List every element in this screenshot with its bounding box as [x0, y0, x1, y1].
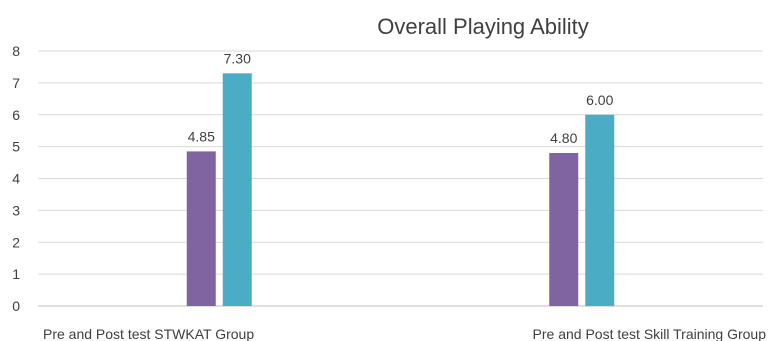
bar	[222, 73, 252, 306]
bar	[549, 153, 579, 306]
category-label: Pre and Post test STWKAT Group	[43, 326, 254, 341]
y-axis-ticks: 0 1 2 3 4 5 6 7 8	[12, 43, 20, 314]
data-label: 6.00	[586, 92, 613, 108]
gridlines	[38, 50, 763, 307]
y-tick-label: 0	[12, 298, 20, 314]
bar	[585, 114, 615, 306]
y-tick-label: 2	[12, 234, 20, 250]
chart-title: Overall Playing Ability	[377, 14, 589, 39]
bars	[186, 73, 615, 306]
x-axis-categories: Pre and Post test STWKAT Group Pre and Po…	[43, 326, 766, 341]
y-tick-label: 3	[12, 202, 20, 218]
y-tick-label: 8	[12, 43, 20, 59]
category-label: Pre and Post test Skill Training Group	[533, 326, 767, 341]
y-tick-label: 5	[12, 139, 20, 155]
data-label: 7.30	[224, 50, 251, 66]
y-tick-label: 1	[12, 266, 20, 282]
data-label: 4.85	[188, 128, 215, 144]
y-tick-label: 6	[12, 107, 20, 123]
bar	[186, 151, 216, 306]
y-tick-label: 7	[12, 75, 20, 91]
y-tick-label: 4	[12, 171, 20, 187]
data-label: 4.80	[550, 130, 577, 146]
data-labels: 4.85 7.30 4.80 6.00	[188, 50, 614, 146]
